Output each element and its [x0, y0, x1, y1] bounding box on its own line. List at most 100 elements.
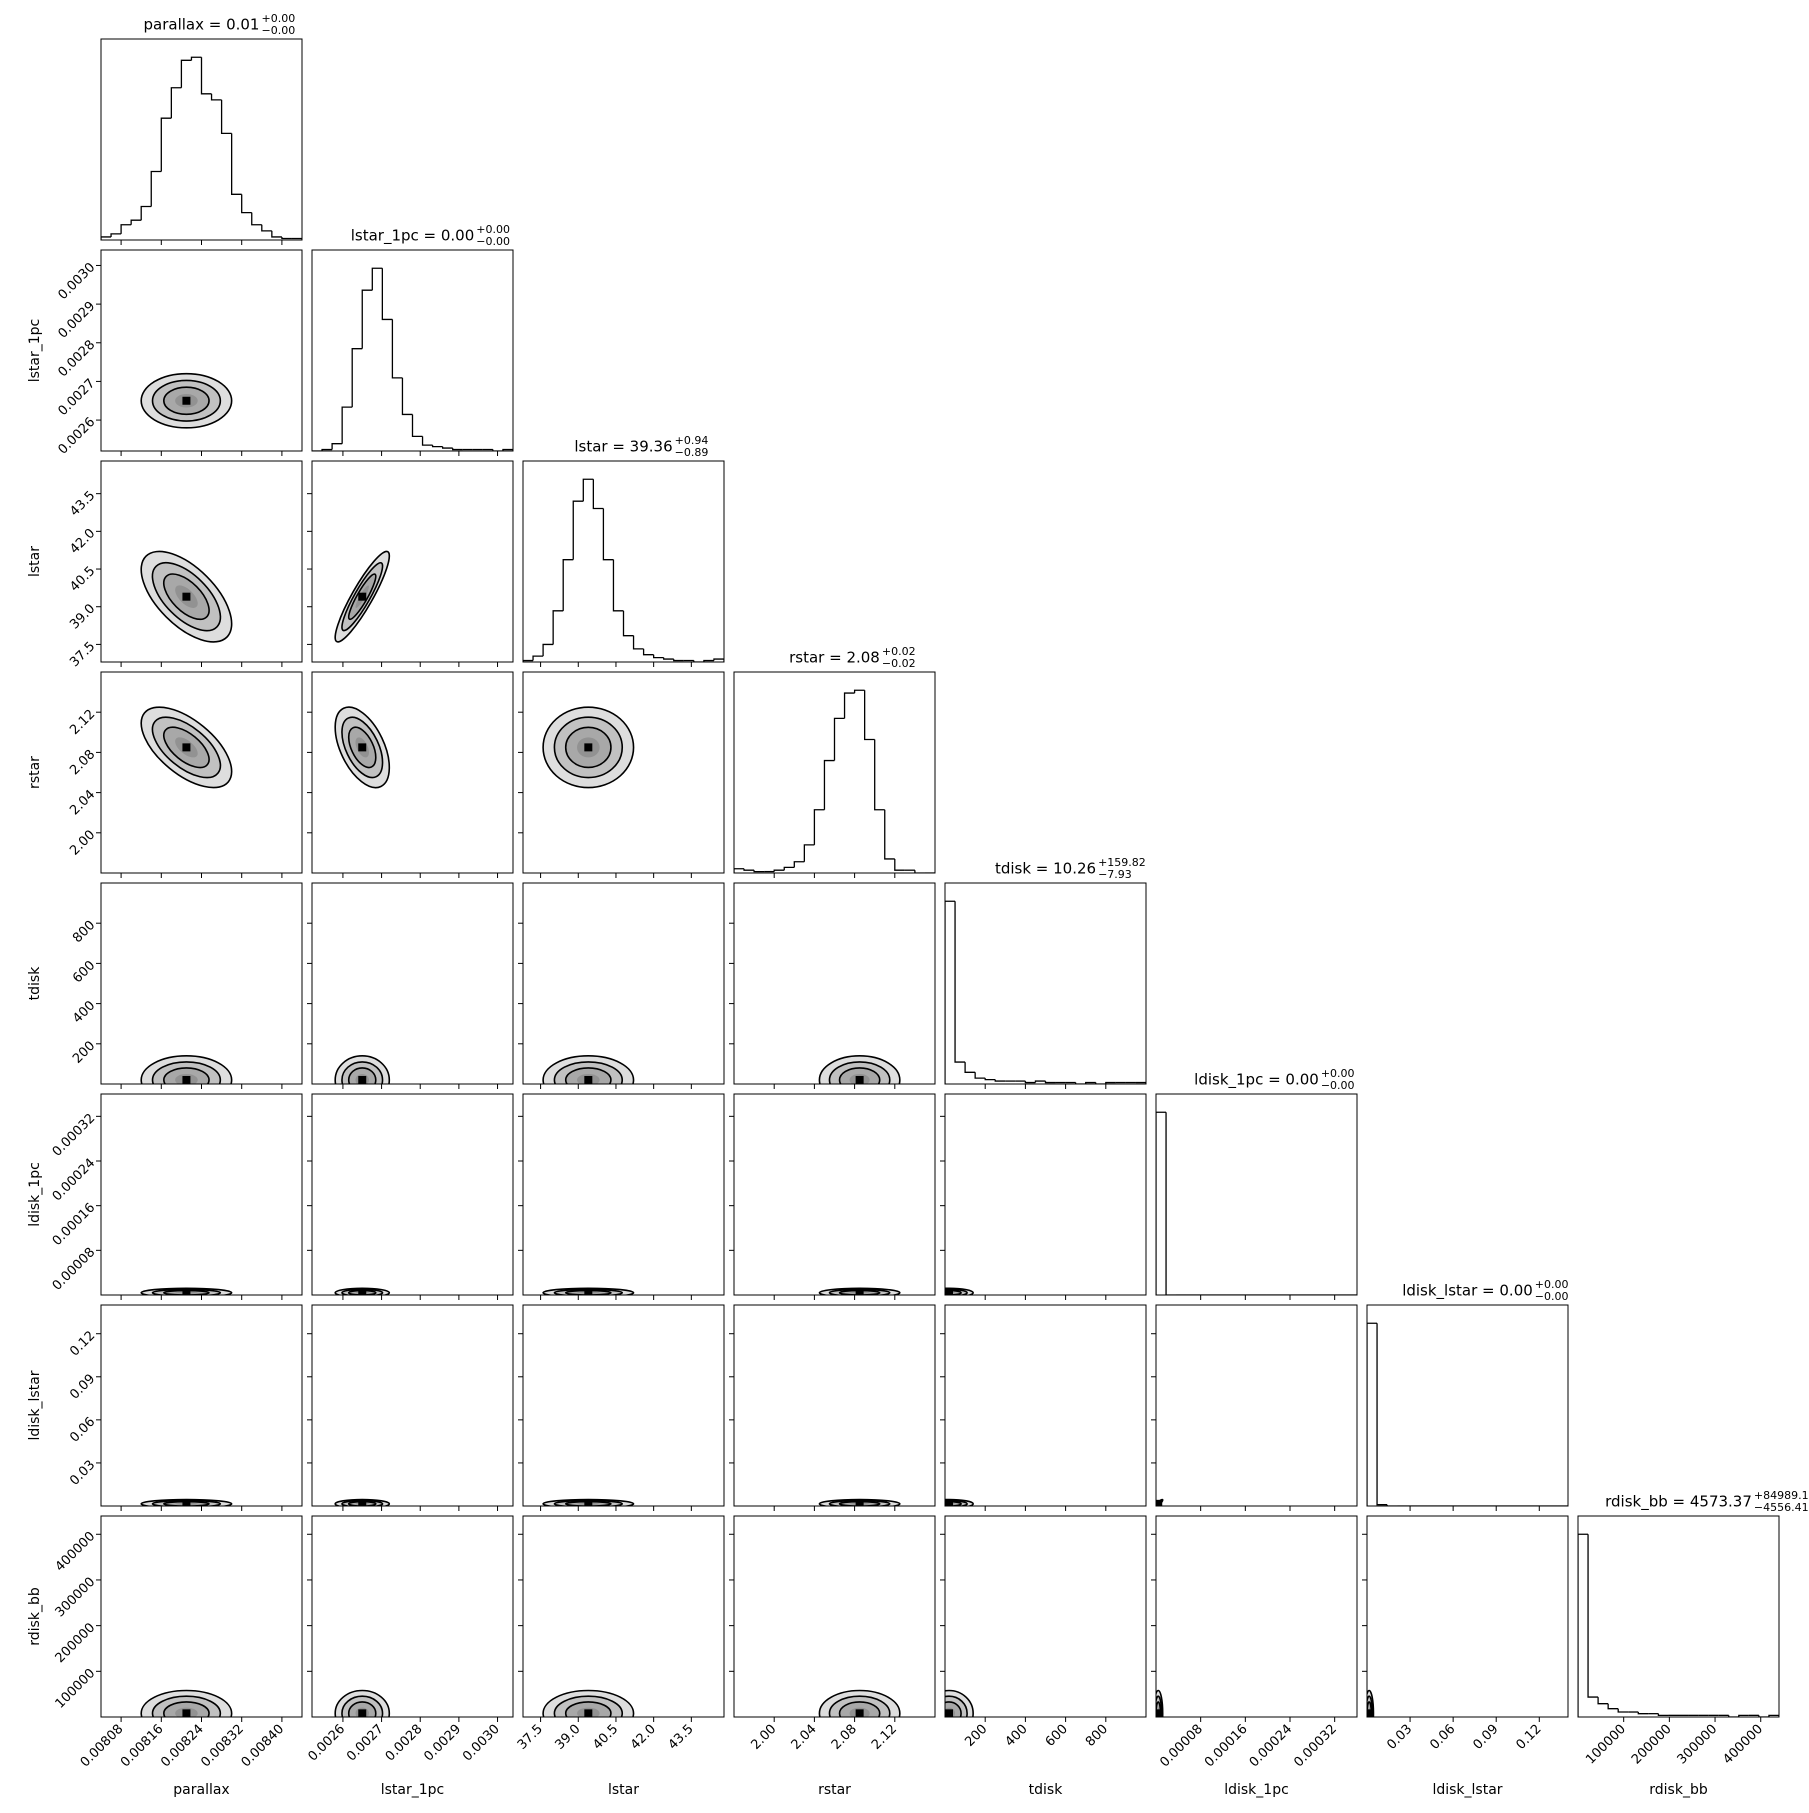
density-peak [855, 1499, 864, 1506]
title-upper-error: +0.00 [261, 12, 295, 25]
panel-content [945, 1287, 974, 1295]
title-lower-error: −0.00 [261, 24, 295, 37]
panel-content [101, 56, 302, 240]
histogram-bar [452, 448, 463, 451]
panel [940, 1515, 1147, 1722]
density-peak [1156, 1709, 1163, 1717]
panel-frame [311, 882, 514, 1085]
panel [311, 249, 514, 456]
histogram-bar [1578, 1533, 1589, 1717]
density-peak [358, 1075, 367, 1084]
panel [96, 249, 303, 456]
title-upper-error: +0.94 [675, 434, 709, 447]
density-contour [151, 1695, 222, 1717]
density-contour [564, 1067, 612, 1084]
panel [729, 1515, 936, 1722]
panel [307, 1093, 514, 1300]
panel [940, 1093, 1147, 1300]
histogram-bar [341, 406, 353, 444]
histogram-bar [411, 414, 423, 438]
histogram-bar [653, 654, 664, 659]
histogram-bar [783, 866, 795, 871]
histogram-bar [572, 500, 584, 560]
histogram-bar [1386, 1504, 1398, 1506]
histogram-bar [1728, 1715, 1739, 1717]
panel-content [542, 1498, 635, 1506]
density-peak [945, 1709, 954, 1717]
panel [96, 671, 303, 878]
panel-content [334, 1055, 391, 1084]
y-axis-label: lstar [27, 546, 43, 577]
panel-content [542, 1287, 635, 1295]
histogram-bar [291, 237, 302, 240]
histogram-bar [663, 657, 674, 660]
density-peak [584, 1709, 593, 1717]
y-axis-label: tdisk [27, 966, 43, 1001]
histogram-bar [1044, 1081, 1056, 1084]
panel [733, 671, 936, 878]
density-peak [182, 1709, 191, 1717]
panel-content [818, 1689, 901, 1717]
density-contour [151, 1061, 222, 1084]
histogram-bar [1607, 1703, 1619, 1710]
x-axis-label: ldisk_1pc [1224, 1782, 1289, 1798]
density-peak [584, 1499, 593, 1506]
histogram-bar [1376, 1323, 1388, 1506]
histogram-bar [361, 289, 373, 349]
panel-title: ldisk_1pc = 0.00 [1194, 1071, 1319, 1090]
panel-content [1367, 1322, 1568, 1506]
panel-content [334, 1689, 391, 1717]
panel-frame [733, 671, 936, 874]
histogram-bar [592, 479, 604, 510]
density-peak [182, 1288, 191, 1295]
panel-content [312, 267, 513, 451]
panel [518, 1093, 725, 1300]
panel [96, 460, 303, 667]
panel-content [818, 1498, 901, 1506]
panel-content [334, 706, 391, 789]
histogram-bar [793, 861, 805, 868]
title-upper-error: +0.00 [1535, 1278, 1569, 1291]
panel-content [542, 1689, 635, 1717]
histogram-bar [331, 443, 343, 450]
histogram-bar [1657, 1713, 1669, 1716]
histogram-bar [984, 1078, 996, 1081]
panel-frame [944, 1515, 1147, 1718]
histogram-bar [1034, 1080, 1046, 1083]
histogram-bar [150, 170, 162, 207]
histogram-bar [642, 648, 654, 656]
histogram-bar [994, 1079, 1006, 1082]
histogram-bar [170, 87, 182, 119]
histogram-bar [803, 844, 815, 862]
title-lower-error: −0.02 [882, 657, 916, 670]
title-lower-error: −7.93 [1098, 868, 1132, 881]
title-upper-error: +0.02 [882, 645, 916, 658]
panel-content [334, 1498, 391, 1506]
histogram-bar [874, 739, 885, 811]
density-peak [584, 743, 593, 752]
panel [518, 671, 725, 878]
panel-content [542, 706, 635, 789]
histogram-bar [261, 224, 272, 232]
panel [518, 882, 725, 1089]
panel-frame [522, 460, 725, 663]
panel-content [1156, 1689, 1164, 1717]
panel-frame [522, 1093, 725, 1296]
title-lower-error: −4556.41 [1754, 1501, 1809, 1514]
density-peak [584, 1075, 593, 1084]
histogram-bar [964, 1062, 976, 1073]
panel-title: parallax = 0.01 [144, 16, 260, 34]
panel-title: rdisk_bb = 4573.37 [1605, 1493, 1752, 1512]
histogram-bar [864, 690, 875, 741]
histogram-bar [1075, 1082, 1086, 1084]
density-contour [828, 1695, 891, 1717]
histogram-bar [210, 93, 222, 101]
histogram-bar [954, 901, 966, 1063]
density-peak [182, 1075, 191, 1084]
histogram-bar [220, 99, 232, 135]
density-contour [828, 1061, 891, 1084]
histogram-bar [713, 658, 724, 662]
histogram-bar [351, 348, 363, 408]
y-axis-label: ldisk_lstar [27, 1370, 43, 1440]
histogram-bar [180, 59, 192, 88]
